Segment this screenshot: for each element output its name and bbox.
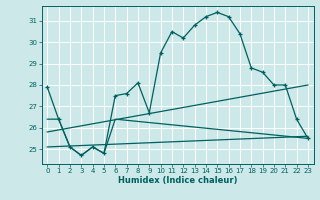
- X-axis label: Humidex (Indice chaleur): Humidex (Indice chaleur): [118, 176, 237, 185]
